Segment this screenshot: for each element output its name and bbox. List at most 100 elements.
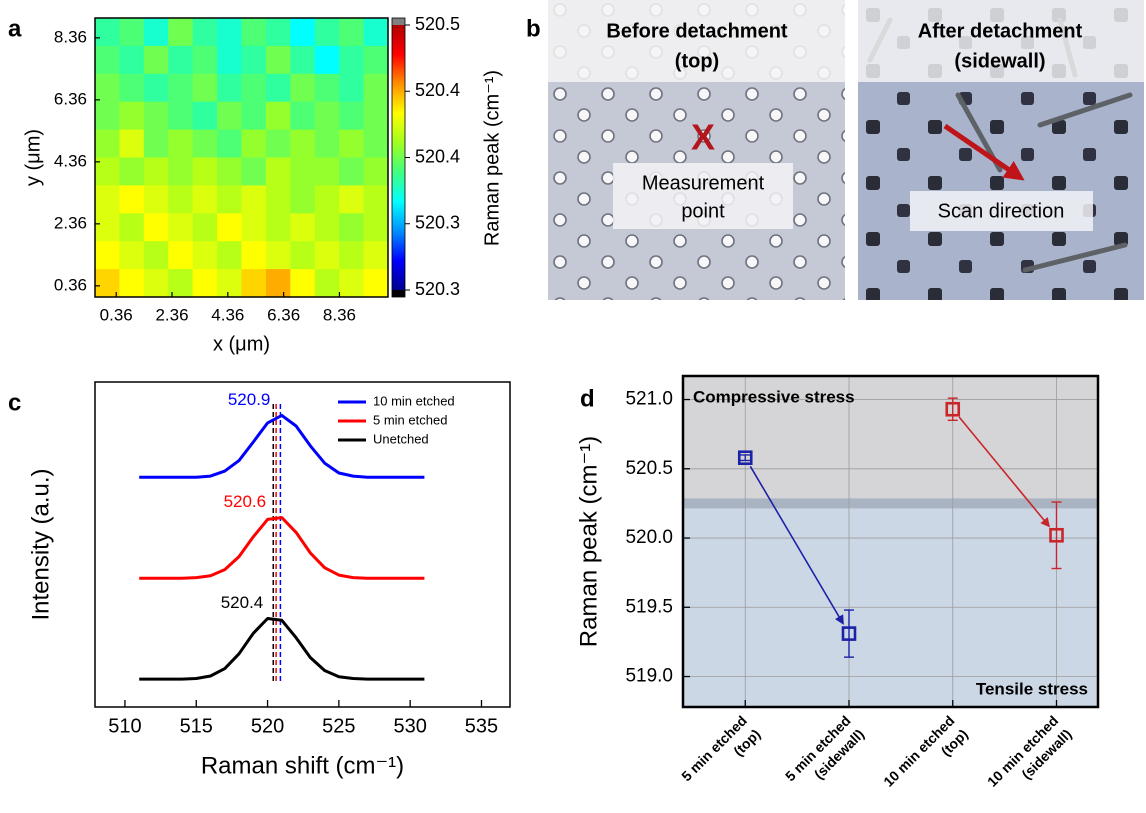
y-tick-label: 520.0	[625, 527, 673, 548]
title-band	[548, 0, 845, 82]
series-line	[139, 516, 425, 580]
heatmap-cell	[241, 18, 267, 47]
heatmap-cell	[119, 101, 145, 131]
heatmap-cell	[363, 73, 389, 103]
heatmap-cell	[119, 45, 145, 75]
series-line	[139, 617, 425, 681]
x-tick-label-group: 5 min etched(sidewall)	[782, 712, 867, 784]
y-axis-label: y (μm)	[22, 129, 44, 186]
legend-label: Unetched	[373, 431, 429, 446]
error-bar	[844, 609, 854, 658]
heatmap-cell	[192, 185, 218, 214]
heatmap-cell	[95, 213, 120, 242]
heatmap-cell	[217, 213, 242, 242]
measurement-marker: X	[691, 117, 715, 158]
plot-frame	[681, 374, 1100, 709]
image-title: After detachment	[918, 20, 1083, 42]
heatmap-cell	[290, 213, 316, 242]
heatmap-cell	[339, 18, 365, 47]
x-tick-label: 2.36	[155, 305, 188, 324]
needle	[1022, 242, 1128, 273]
heatmap-cell	[95, 45, 120, 75]
heatmap-cell	[241, 45, 267, 75]
y-tick-label: 0.36	[54, 275, 87, 294]
heatmap-cell	[119, 269, 145, 298]
heatmap-cell	[265, 157, 291, 186]
heatmap-cell	[217, 269, 242, 298]
heatmap-cell	[314, 101, 340, 131]
heatmap-cell	[168, 18, 194, 47]
peak-label: 520.6	[224, 492, 267, 511]
plot-frame	[94, 381, 511, 708]
heatmap-cell	[217, 157, 242, 186]
heatmap-cell	[143, 269, 169, 298]
heatmap-cell	[363, 269, 389, 298]
heatmap-cell	[168, 73, 194, 103]
caption-box	[613, 163, 793, 229]
heatmap-cell	[290, 129, 316, 158]
change-arrow	[958, 416, 1051, 528]
x-tick-label: 510	[108, 715, 141, 737]
y-tick-label: 520.5	[625, 458, 673, 479]
colorbar-tick-label: 520.3	[415, 279, 460, 299]
caption-box	[910, 191, 1093, 231]
x-tick-label: 4.36	[211, 305, 244, 324]
panel-label: d	[580, 385, 595, 412]
heatmap-cell	[192, 269, 218, 298]
region-label: Compressive stress	[693, 387, 855, 406]
y-tick-label: 6.36	[54, 89, 87, 108]
y-tick-label: 519.0	[625, 666, 673, 687]
heatmap-cell	[265, 18, 291, 47]
heatmap-cell	[314, 129, 340, 158]
heatmap-cell	[314, 241, 340, 270]
colorbar-over	[392, 18, 405, 25]
image-title: (top)	[675, 50, 719, 72]
heatmap-cell	[314, 18, 340, 47]
colorbar-label: Raman peak (cm⁻¹)	[481, 70, 503, 246]
heatmap-cell	[217, 185, 242, 214]
colorbar	[392, 25, 405, 290]
y-tick-label: 521.0	[625, 389, 673, 410]
x-tick-label-group: 5 min etched(top)	[678, 712, 763, 784]
heatmap-cell	[241, 241, 267, 270]
heatmap-cell	[95, 73, 120, 103]
heatmap-cell	[192, 73, 218, 103]
heatmap-cell	[339, 241, 365, 270]
stress-region	[683, 503, 1098, 707]
heatmap-cell	[339, 157, 365, 186]
x-tick-label-group: 10 min etched(top)	[880, 712, 971, 789]
heatmap-cell	[119, 73, 145, 103]
y-tick-label: 4.36	[54, 151, 87, 170]
image-caption: Scan direction	[938, 200, 1065, 222]
heatmap-cell	[265, 185, 291, 214]
heatmap-cell	[192, 213, 218, 242]
heatmap-cell	[192, 241, 218, 270]
heatmap-cell	[339, 185, 365, 214]
colorbar-tick-label: 520.5	[415, 14, 460, 34]
x-tick-label: 6.36	[267, 305, 300, 324]
heatmap-cell	[143, 241, 169, 270]
heatmap-cell	[339, 129, 365, 158]
heatmap-cell	[265, 269, 291, 298]
heatmap-cell	[314, 269, 340, 298]
scan-arrow	[943, 123, 1025, 181]
heatmap-cell	[314, 157, 340, 186]
heatmap-cell	[363, 18, 389, 47]
panel-label: c	[8, 389, 21, 416]
image-caption: Measurement	[642, 172, 765, 194]
colorbar-under	[392, 290, 405, 297]
colorbar-tick-label: 520.3	[415, 213, 460, 233]
peak-label: 520.4	[221, 593, 264, 612]
heatmap-cell	[192, 101, 218, 131]
heatmap-cell	[217, 73, 242, 103]
region-boundary	[683, 498, 1098, 509]
y-tick-label: 2.36	[54, 213, 87, 232]
heatmap-cell	[339, 213, 365, 242]
heatmap-cell	[290, 101, 316, 131]
legend-label: 5 min etched	[373, 412, 447, 427]
heatmap-cell	[290, 241, 316, 270]
heatmap-cell	[217, 129, 242, 158]
data-point	[1049, 527, 1064, 543]
heatmap-cell	[290, 157, 316, 186]
